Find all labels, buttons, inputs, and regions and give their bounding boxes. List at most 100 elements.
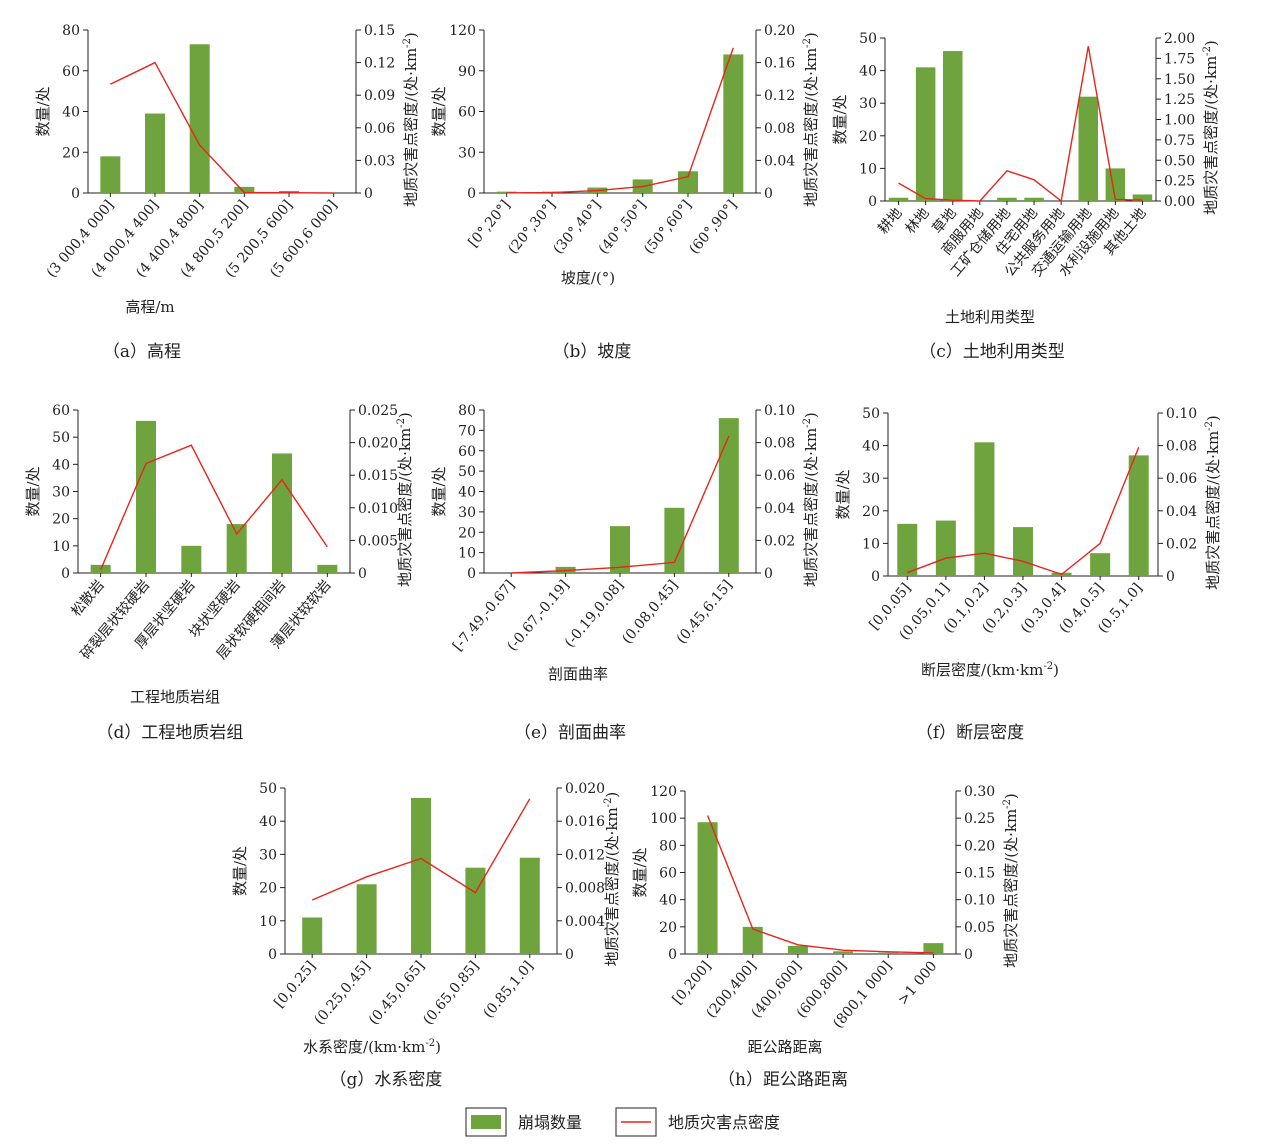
- bar: [411, 797, 431, 954]
- y-tick-label-left: 40: [862, 439, 880, 455]
- bar: [664, 507, 685, 573]
- x-axis-title: 剖面曲率: [548, 665, 608, 683]
- y-tick-label-left: 10: [259, 914, 277, 930]
- y-tick-label-left: 30: [458, 145, 476, 161]
- y-axis-title-left: 数量/处: [430, 466, 448, 516]
- y-tick-label-left: 0: [71, 186, 80, 202]
- y-tick-label-left: 60: [458, 444, 476, 460]
- x-tick-label: (0.85,1.0]: [480, 958, 536, 1021]
- x-axis-title: 高程/m: [125, 298, 174, 316]
- x-tick-label: (0.45,6.15]: [674, 577, 736, 647]
- bar: [1078, 96, 1099, 201]
- bar: [356, 884, 377, 954]
- y-tick-label-right: 0.04: [764, 501, 795, 517]
- y-tick-label-right: 0.10: [764, 403, 795, 419]
- bar: [136, 420, 156, 573]
- y-tick-label-left: 0: [268, 947, 277, 963]
- y-axis-title-left: 数量/处: [834, 469, 852, 519]
- y-tick-label-right: 1.25: [1164, 92, 1195, 108]
- y-axis-title-right: 地质灾害点密度/(处·km-2): [1002, 793, 1020, 968]
- density-line: [100, 444, 328, 570]
- y-tick-label-right: 0.30: [964, 784, 995, 800]
- density-line: [898, 46, 1143, 203]
- y-tick-label-right: 0.12: [764, 88, 795, 104]
- y-axis-title-left: 数量/处: [24, 466, 42, 516]
- panel-caption: （c）土地利用类型: [919, 342, 1065, 362]
- panel-caption: （f）断层密度: [916, 723, 1024, 743]
- y-tick-label-left: 20: [259, 881, 277, 897]
- density-line: [706, 815, 934, 954]
- y-tick-label-left: 80: [659, 838, 677, 854]
- y-tick-label-left: 50: [862, 406, 880, 422]
- y-tick-label-right: 0.015: [358, 468, 398, 484]
- y-axis-title-left: 数量/处: [631, 847, 649, 897]
- y-tick-label-left: 0: [467, 186, 476, 202]
- y-tick-label-left: 30: [862, 471, 880, 487]
- y-tick-label-right: 0.016: [565, 814, 605, 830]
- y-axis-title-left: 数量/处: [831, 94, 849, 144]
- y-tick-label-right: 0.08: [764, 121, 795, 137]
- bar: [974, 442, 995, 576]
- bar: [915, 67, 936, 201]
- y-tick-label-right: 0.12: [364, 56, 395, 72]
- bar: [833, 951, 854, 954]
- bar: [181, 545, 202, 573]
- y-tick-label-right: 0.012: [565, 847, 605, 863]
- chart-panel-3: 0 10 20 30 40 50 0.00 0.25 0.50 0.75 1.00 1.25 1.50 1…: [831, 31, 1220, 362]
- panel-caption: （e）剖面曲率: [514, 723, 626, 743]
- y-tick-label-right: 0.08: [1166, 439, 1197, 455]
- y-tick-label-left: 120: [449, 23, 476, 39]
- y-tick-label-left: 0: [871, 569, 880, 585]
- y-tick-label-left: 40: [259, 814, 277, 830]
- y-tick-label-right: 0.75: [1164, 133, 1195, 149]
- bar: [888, 197, 909, 201]
- y-tick-label-right: 0.50: [1164, 153, 1195, 169]
- y-tick-label-right: 1.50: [1164, 72, 1195, 88]
- y-tick-label-right: 0.05: [964, 920, 995, 936]
- bar: [897, 523, 918, 576]
- x-tick-label: >1 000: [895, 958, 941, 1008]
- x-tick-label: [0,0.25]: [271, 958, 319, 1011]
- x-axis-title: 土地利用类型: [945, 308, 1035, 326]
- y-tick-label-right: 0.15: [964, 866, 995, 882]
- legend-bar-label: 崩塌数量: [518, 1113, 582, 1132]
- panel-caption: （b）坡度: [553, 342, 632, 362]
- bar: [997, 197, 1017, 201]
- y-tick-label-left: 10: [458, 546, 476, 562]
- chart-panel-6: 0102030405000.020.040.060.080.10[0,0.05]…: [834, 406, 1222, 743]
- y-tick-label-right: 0.04: [764, 153, 795, 169]
- y-tick-label-left: 90: [458, 64, 476, 80]
- y-tick-label-left: 40: [62, 105, 80, 121]
- figure-legend: 崩塌数量 地质灾害点密度: [465, 1107, 780, 1137]
- y-tick-label-right: 0.25: [1164, 174, 1195, 190]
- y-tick-label-left: 0: [467, 566, 476, 582]
- y-tick-label-right: 0.04: [1166, 504, 1197, 520]
- y-tick-label-left: 50: [458, 464, 476, 480]
- y-tick-label-right: 0.005: [358, 533, 398, 549]
- y-tick-label-right: 0.020: [565, 781, 605, 797]
- y-tick-label-right: 0: [964, 947, 973, 963]
- y-tick-label-left: 20: [859, 129, 877, 145]
- y-tick-label-left: 50: [859, 31, 877, 47]
- y-tick-label-left: 30: [458, 505, 476, 521]
- bar: [145, 113, 165, 193]
- bar: [610, 526, 630, 573]
- x-axis-title: 断层密度/(km·km-2): [921, 661, 1059, 679]
- y-axis-title-right: 地质灾害点密度/(处·km-2): [402, 32, 420, 207]
- bar: [942, 51, 963, 201]
- y-axis-title-right: 地质灾害点密度/(处·km-2): [802, 412, 820, 587]
- bar: [519, 857, 540, 954]
- bar: [1105, 168, 1126, 201]
- y-tick-label-right: 0.25: [964, 811, 995, 827]
- y-tick-label-right: 0.10: [964, 893, 995, 909]
- y-tick-label-left: 0: [668, 947, 677, 963]
- y-tick-label-right: 0.06: [364, 121, 395, 137]
- density-line: [511, 435, 730, 574]
- y-tick-label-right: 0.025: [358, 403, 398, 419]
- y-tick-label-left: 30: [52, 485, 70, 501]
- y-tick-label-right: 0.004: [565, 914, 605, 930]
- y-axis-title-left: 数量/处: [34, 86, 52, 136]
- y-tick-label-right: 0.20: [964, 838, 995, 854]
- y-tick-label-left: 100: [650, 811, 677, 827]
